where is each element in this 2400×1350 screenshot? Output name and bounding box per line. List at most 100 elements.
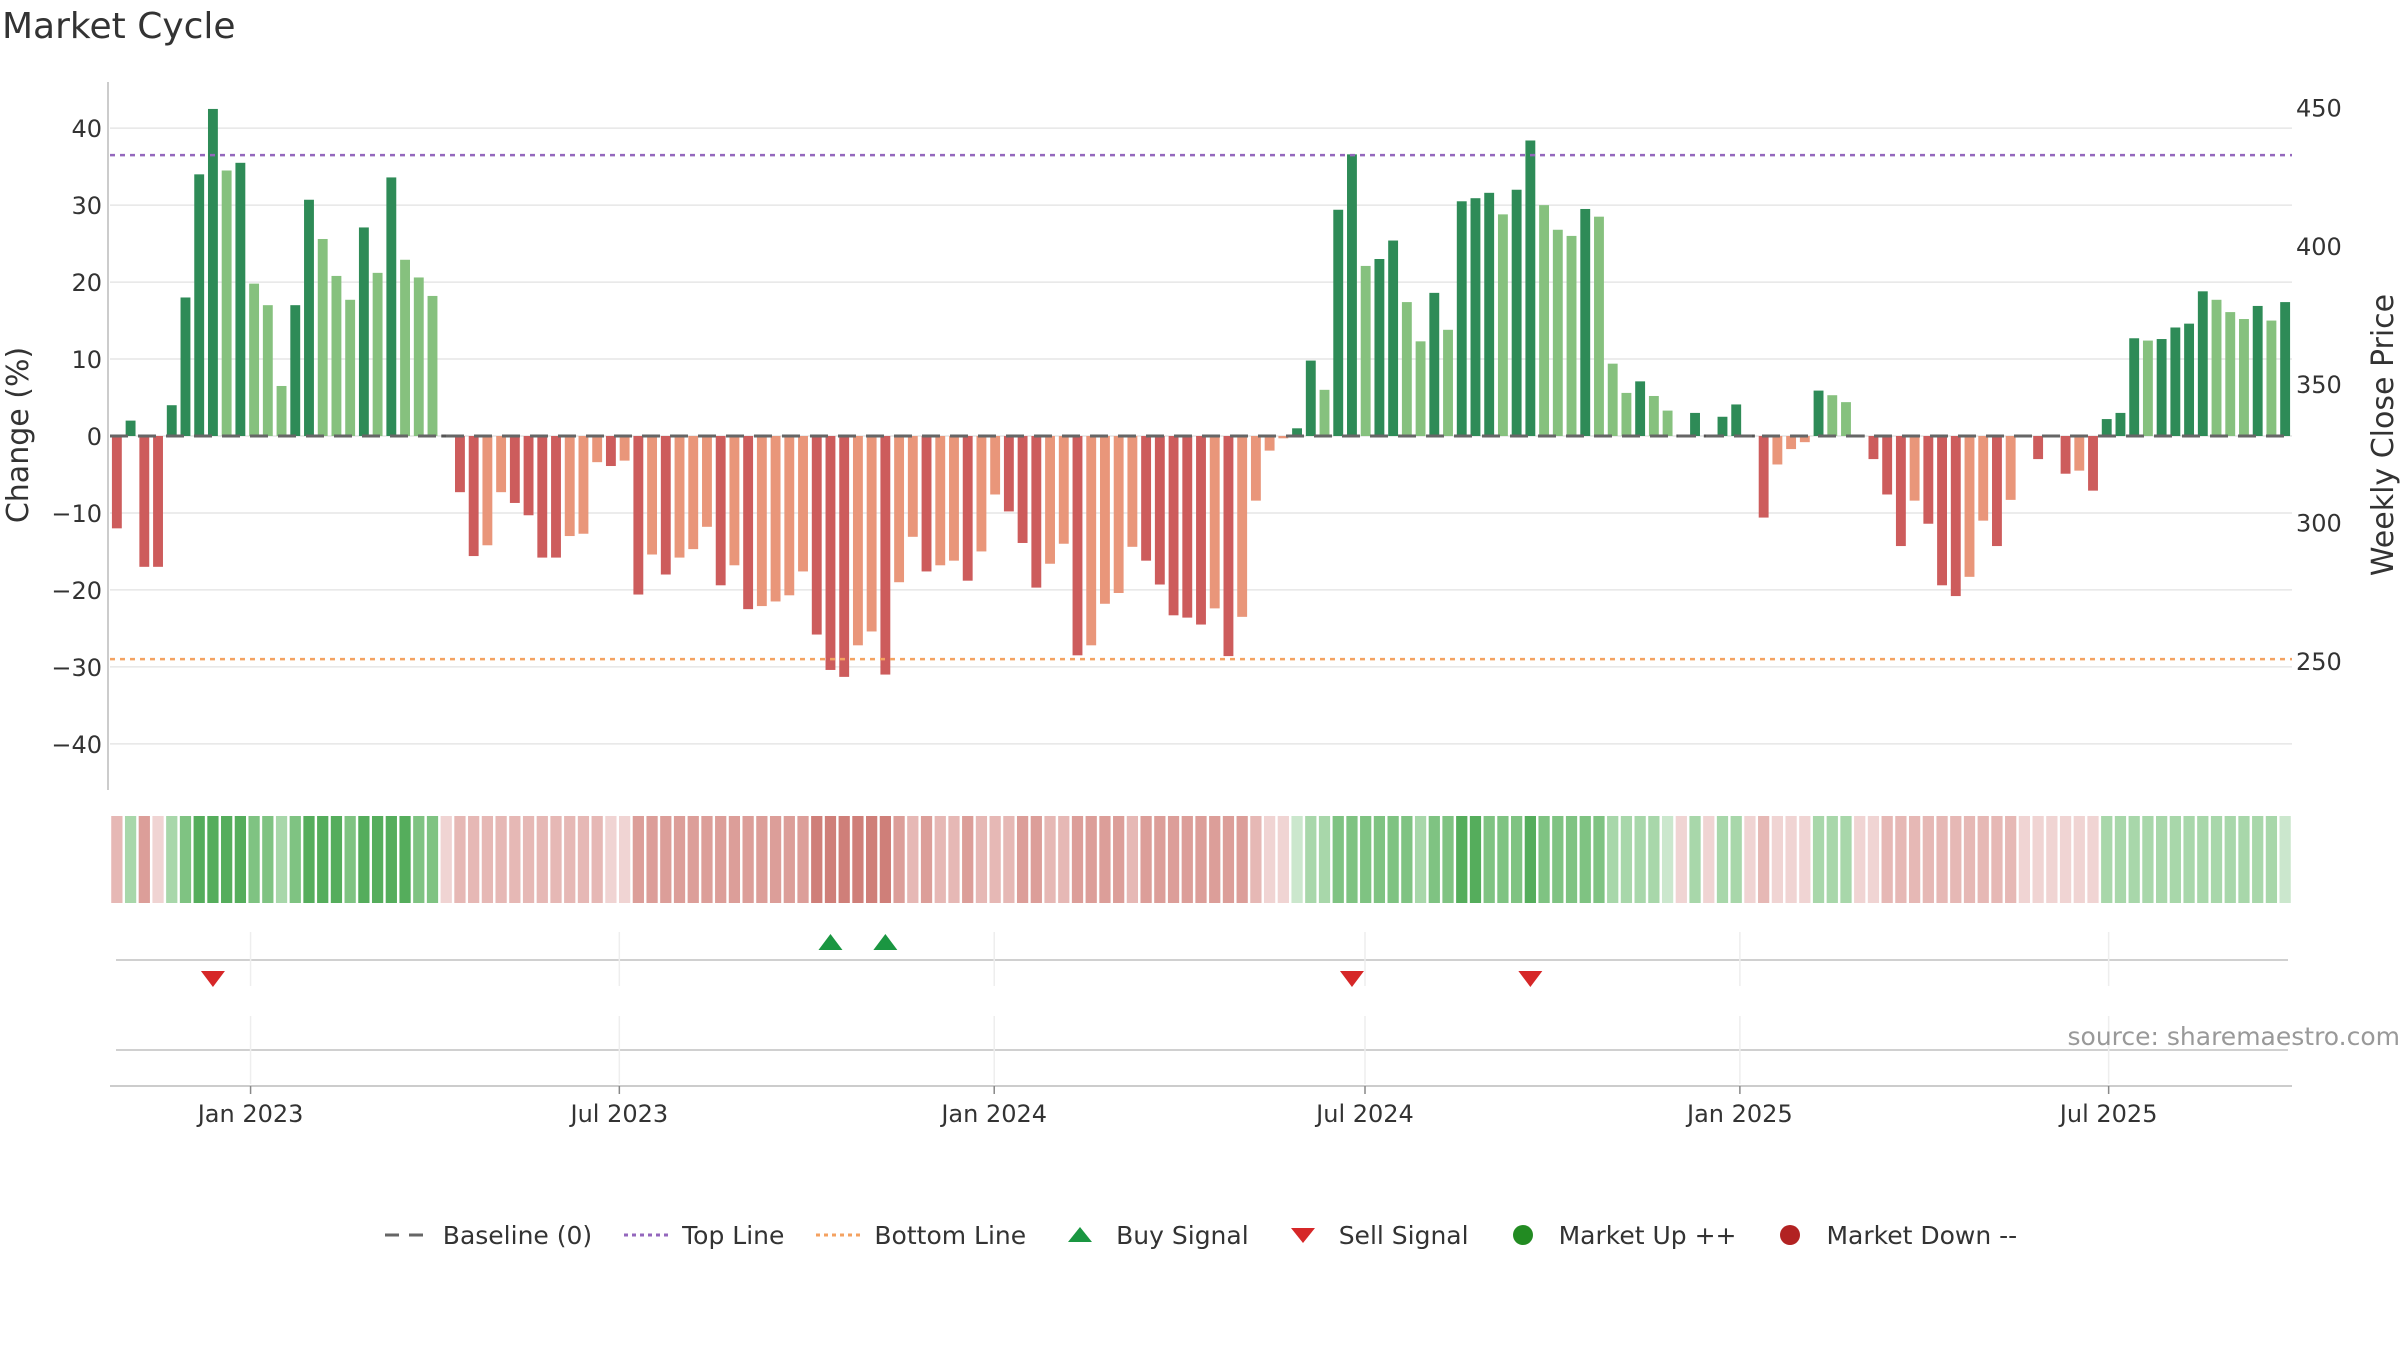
bar [1456, 201, 1467, 436]
legend-label: Market Up ++ [1558, 1220, 1737, 1250]
bar [1950, 436, 1961, 597]
bar [180, 297, 191, 436]
bar [1237, 436, 1248, 617]
strip-cell [989, 816, 1001, 903]
bar [2225, 312, 2236, 436]
bar [2266, 320, 2277, 436]
strip-cell [1305, 816, 1317, 903]
strip-cell [358, 816, 370, 903]
strip-cell [1620, 816, 1633, 903]
buy-signal-marker [818, 934, 843, 950]
strip-cell [1812, 816, 1825, 903]
bar [1525, 140, 1536, 437]
y-tick-label: 10 [71, 346, 102, 374]
strip-cell [2169, 816, 2181, 903]
bar [139, 436, 150, 567]
bar [345, 299, 356, 436]
bar [1333, 209, 1344, 436]
legend-item: Buy Signal [1056, 1221, 1249, 1250]
strip-cell [2114, 816, 2127, 903]
strip-cell [618, 816, 631, 903]
strip-cell [783, 816, 795, 903]
bar [1099, 436, 1110, 604]
bar [1539, 205, 1550, 436]
legend: Baseline (0) Top Line Bottom Line Buy Signa… [0, 1215, 2400, 1255]
strip-cell [1222, 816, 1235, 903]
strip-cell [1895, 816, 1907, 903]
strip-cell [564, 816, 576, 903]
strip-cell [468, 816, 480, 903]
bar [1964, 436, 1975, 577]
strip-cell [1922, 816, 1934, 903]
strip-cell [221, 816, 233, 903]
y2-tick-label: 250 [2296, 648, 2342, 676]
strip-cell [2265, 816, 2278, 903]
legend-swatch [624, 1233, 669, 1237]
strip-cell [1401, 816, 1413, 903]
strip-cell [769, 816, 782, 903]
y-tick-label: −40 [51, 731, 102, 759]
strip-cell [426, 816, 439, 903]
legend-swatch [1780, 1225, 1801, 1245]
bar [523, 436, 534, 516]
strip-cell [660, 816, 672, 903]
strip-cell [1552, 816, 1564, 903]
strip-cell [1497, 816, 1509, 903]
strip-cell [1634, 816, 1646, 903]
bar [1209, 436, 1220, 609]
bar [1388, 240, 1399, 436]
strip-cell [1936, 816, 1948, 903]
strip-cell [1799, 816, 1811, 903]
y-axis-label: Change (%) [1, 347, 36, 523]
strip-cell [1511, 816, 1523, 903]
bar [2170, 327, 2181, 436]
bar [1072, 436, 1083, 656]
bar [1827, 395, 1838, 436]
bar [990, 436, 1001, 495]
bar [1113, 436, 1124, 593]
bar [592, 436, 603, 463]
strip-cell [1373, 816, 1386, 903]
strip-cell [1140, 816, 1152, 903]
strip-cell [193, 816, 205, 903]
strip-cell [1840, 816, 1852, 903]
strip-cell [413, 816, 425, 903]
strip-cell [824, 816, 837, 903]
source-attribution: source: sharemaestro.com [2067, 1022, 2400, 1051]
strip-cell [111, 816, 123, 903]
strip-cell [1716, 816, 1729, 903]
x-axis-layer: Jan 2023 Jul 2023 Jan 2024 Jul 2024 Jan 2025… [110, 1085, 2292, 1128]
bar [317, 238, 328, 436]
bar [1552, 229, 1563, 436]
strip-cell [948, 816, 960, 903]
strip-cell [1016, 816, 1029, 903]
strip-cell [1785, 816, 1797, 903]
bar [2129, 338, 2140, 436]
bar [921, 436, 932, 572]
strip-cell [385, 816, 397, 903]
bar [2142, 340, 2153, 436]
y2-tick-label: 350 [2296, 371, 2342, 399]
legend-item: Baseline (0) [383, 1221, 592, 1250]
bar [770, 436, 781, 602]
bar [235, 162, 246, 436]
bar [962, 436, 973, 581]
strip-cell [1346, 816, 1358, 903]
strip-cell [1071, 816, 1084, 903]
strip-cell [2156, 816, 2168, 903]
bar [2197, 291, 2208, 436]
strip-cell [934, 816, 946, 903]
bar [578, 436, 589, 534]
bar [1923, 436, 1934, 524]
strip-cell [1113, 816, 1125, 903]
strip-cell [1854, 816, 1866, 903]
bar [1497, 214, 1508, 436]
bar [2101, 419, 2112, 436]
strip-cell [2128, 816, 2140, 903]
y-tick-label: −30 [51, 654, 102, 682]
legend-item: Market Up ++ [1499, 1220, 1737, 1250]
bar [2280, 302, 2291, 436]
strip-cell [1771, 816, 1784, 903]
strip-cell [605, 816, 617, 903]
strip-cell [481, 816, 494, 903]
